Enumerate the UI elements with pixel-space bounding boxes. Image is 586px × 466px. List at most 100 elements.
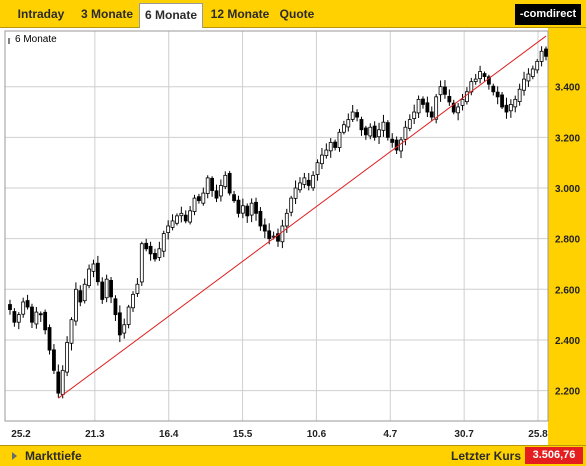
candle [311, 171, 316, 191]
candle-body [293, 187, 298, 199]
y-tick-label: 3.200 [555, 133, 580, 144]
candle-body [394, 139, 399, 151]
candle-body [535, 60, 540, 71]
candle-body [139, 243, 144, 283]
candle [302, 172, 307, 189]
candle [390, 133, 395, 148]
x-tick-label: 30.7 [454, 429, 474, 440]
candle [504, 97, 509, 119]
candle [333, 139, 338, 151]
candle-body [223, 174, 228, 188]
candle-body [381, 121, 386, 131]
candle-body [179, 212, 184, 217]
candle-body [8, 304, 12, 310]
candle-body [197, 196, 201, 202]
expand-arrow-icon[interactable] [12, 452, 17, 460]
candle-body [491, 85, 496, 93]
grid-lines [5, 31, 548, 421]
candle-body [421, 98, 425, 105]
candle [368, 123, 373, 140]
candle [381, 114, 386, 137]
candle [47, 324, 52, 355]
candle-body [416, 98, 421, 114]
trend-line [58, 35, 547, 399]
candle-body [359, 119, 364, 131]
tab-3-monate[interactable]: 3 Monate [80, 7, 133, 21]
candle [69, 317, 74, 351]
candle-body [60, 369, 65, 395]
candle [320, 148, 324, 170]
candle-body [289, 197, 294, 213]
candle-body [122, 324, 127, 334]
x-tick-label: 4.7 [383, 429, 397, 440]
candle [95, 255, 100, 286]
candle [254, 197, 258, 221]
candle-body [399, 139, 403, 152]
candle [249, 198, 254, 223]
candle-body [447, 96, 452, 103]
tab-6-monate[interactable]: 6 Monate [139, 3, 203, 28]
candle-body [74, 288, 78, 322]
candle [52, 344, 56, 374]
candle [135, 278, 140, 297]
tab-intraday[interactable]: Intraday [17, 7, 65, 21]
candle-body [482, 73, 487, 77]
x-tick-label: 15.5 [233, 429, 253, 440]
candle [337, 128, 342, 152]
x-tick-label: 10.6 [307, 429, 327, 440]
tab-quote[interactable]: Quote [279, 7, 315, 21]
tab-12-monate[interactable]: 12 Monate [210, 7, 270, 21]
candle [100, 277, 105, 304]
candle [240, 198, 245, 219]
candle [16, 312, 21, 330]
candle-body [65, 342, 70, 373]
candle [258, 207, 263, 231]
candle-body [276, 233, 280, 242]
chart-background [0, 28, 586, 445]
candle-body [95, 262, 100, 283]
candle-body [52, 349, 56, 371]
y-tick-label: 2.800 [555, 235, 580, 246]
candle [113, 295, 118, 321]
candle [425, 96, 430, 118]
y-axis-panel [548, 28, 586, 445]
candle [276, 228, 280, 247]
candle [214, 184, 219, 203]
candle-body [232, 194, 236, 202]
candle-body [328, 142, 333, 152]
candle [223, 171, 228, 190]
candle-body [530, 68, 535, 77]
candle [210, 176, 214, 197]
candle [87, 264, 91, 289]
candle [166, 220, 171, 240]
candle-body [170, 220, 175, 228]
candle-body [522, 78, 526, 91]
candle [8, 299, 12, 315]
candle [144, 238, 149, 252]
candle-body [456, 106, 461, 114]
candle-body [350, 111, 355, 120]
candle-body [82, 283, 87, 302]
candle-body [363, 127, 368, 136]
candle [74, 282, 78, 326]
candle [153, 248, 157, 262]
candle [438, 80, 443, 102]
candle-body [508, 104, 513, 112]
candle-body [258, 210, 263, 227]
candle-body [517, 88, 522, 102]
candle-body [262, 224, 267, 232]
price-chart: 2.200 2.400 2.600 2.800 3.000 3.200 3.400 25.2… [0, 28, 586, 445]
candle-body [214, 190, 219, 199]
candle-body [403, 126, 408, 140]
candle [328, 138, 333, 158]
candle [65, 336, 70, 377]
candle [218, 179, 223, 202]
candle-body [109, 279, 113, 298]
candle-body [135, 283, 140, 294]
candle-body [434, 96, 439, 120]
markttiefe-link[interactable]: Markttiefe [25, 449, 82, 463]
candle [315, 159, 320, 181]
candle [38, 311, 43, 322]
candle [56, 364, 61, 398]
candle-body [478, 71, 482, 80]
